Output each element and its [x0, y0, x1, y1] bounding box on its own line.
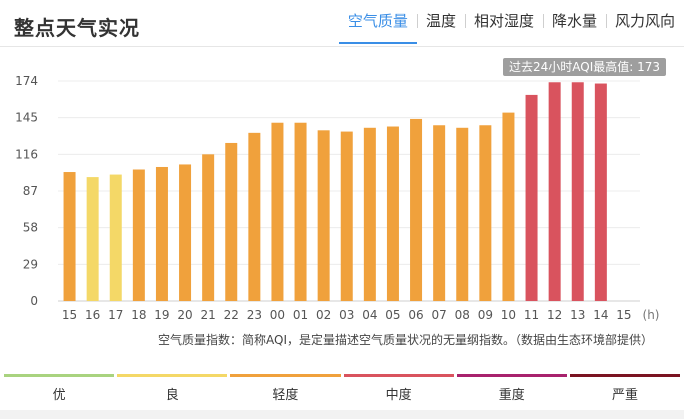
- page-title: 整点天气实况: [14, 16, 140, 40]
- legend-swatch: [456, 374, 567, 377]
- legend-label: 严重: [611, 388, 638, 403]
- x-tick-label: 02: [316, 308, 331, 322]
- x-tick-label: 19: [154, 308, 169, 322]
- aqi-bar: [132, 169, 145, 301]
- y-tick-label: 58: [23, 221, 38, 235]
- legend-label: 良: [165, 388, 179, 403]
- x-tick-label: 20: [177, 308, 192, 322]
- legend-item-light: 轻度: [230, 374, 341, 403]
- x-tick-label: 04: [362, 308, 377, 322]
- x-tick-label: 18: [131, 308, 146, 322]
- aqi-bar: [594, 83, 607, 301]
- x-tick-label: 14: [593, 308, 608, 322]
- header-divider: [0, 46, 684, 47]
- legend-label: 优: [52, 388, 66, 403]
- aqi-bar: [340, 131, 353, 301]
- legend-swatch: [4, 374, 115, 377]
- aqi-bar: [479, 125, 492, 302]
- legend-item-good: 良: [117, 374, 228, 403]
- y-tick-label: 0: [30, 294, 38, 308]
- x-tick-label: 00: [270, 308, 285, 322]
- aqi-footnote: 空气质量指数：简称AQI，是定量描述空气质量状况的无量纲指数。（数据由生态环境部…: [158, 333, 653, 347]
- aqi-bar: [248, 132, 261, 301]
- aqi-bar: [155, 166, 168, 301]
- x-tick-label: 07: [432, 308, 447, 322]
- aqi-bar: [456, 127, 469, 301]
- x-tick-label: 21: [201, 308, 216, 322]
- x-tick-label: 16: [85, 308, 100, 322]
- x-tick-label: 17: [108, 308, 123, 322]
- aqi-bar: [317, 130, 330, 301]
- x-tick-label: 10: [501, 308, 516, 322]
- legend-swatch: [117, 374, 228, 377]
- legend-label: 中度: [385, 388, 412, 403]
- aqi-bar: [433, 125, 446, 302]
- x-tick-label: 08: [455, 308, 470, 322]
- legend-swatch: [343, 374, 454, 377]
- bottom-strip: [0, 410, 684, 419]
- aqi-bar: [63, 172, 76, 301]
- x-tick-label: 03: [339, 308, 354, 322]
- x-tick-label: 23: [247, 308, 262, 322]
- aqi-bar: [410, 118, 423, 302]
- y-tick-label: 174: [15, 74, 38, 88]
- y-tick-label: 116: [15, 147, 38, 161]
- x-tick-label: 12: [547, 308, 562, 322]
- y-tick-label: 87: [23, 184, 38, 198]
- legend-swatch: [569, 374, 681, 377]
- legend-label: 轻度: [272, 388, 299, 403]
- aqi-bar: [86, 177, 99, 301]
- legend-item-severe: 严重: [569, 374, 681, 403]
- aqi-bar: [386, 126, 399, 301]
- aqi-bar: [179, 164, 192, 301]
- aqi-bar: [548, 82, 561, 301]
- aqi-bar: [271, 122, 284, 301]
- tab-wind[interactable]: 风力风向: [605, 10, 684, 44]
- y-tick-label: 145: [15, 111, 38, 125]
- legend-item-moderate: 中度: [343, 374, 454, 403]
- aqi-bar: [571, 82, 584, 301]
- x-tick-label: 15: [616, 308, 631, 322]
- x-tick-label: 06: [408, 308, 423, 322]
- aqi-bar: [225, 142, 238, 301]
- legend-label: 重度: [498, 388, 525, 403]
- aqi-bar: [525, 94, 538, 301]
- aqi-bar: [363, 127, 376, 301]
- tab-bar: 空气质量 温度 相对湿度 降水量 风力风向: [338, 10, 684, 44]
- x-tick-label: 05: [385, 308, 400, 322]
- x-axis-unit: (h): [643, 308, 660, 322]
- y-tick-label: 29: [23, 257, 38, 271]
- tab-air-quality[interactable]: 空气质量: [338, 10, 417, 44]
- aqi-bar-chart: 0 29 58 87 116 145 174 15 16 17 18 19 20 21 22 23 00 01 02…: [15, 74, 660, 322]
- aqi-bar: [294, 122, 307, 301]
- aqi-legend: 优 良 轻度 中度 重度 严重: [4, 374, 681, 403]
- aqi-bar: [109, 174, 122, 301]
- aqi-bar: [202, 154, 215, 301]
- tab-temperature[interactable]: 温度: [416, 10, 465, 44]
- x-tick-label: 15: [62, 308, 77, 322]
- max-aqi-badge: 过去24小时AQI最高值: 173: [502, 58, 666, 76]
- x-tick-label: 11: [524, 308, 539, 322]
- legend-swatch: [230, 374, 341, 377]
- x-tick-label: 13: [570, 308, 585, 322]
- legend-item-excellent: 优: [4, 374, 115, 403]
- x-tick-label: 22: [224, 308, 239, 322]
- x-tick-label: 01: [293, 308, 308, 322]
- legend-item-heavy: 重度: [456, 374, 567, 403]
- tab-precipitation[interactable]: 降水量: [542, 10, 606, 44]
- tab-humidity[interactable]: 相对湿度: [464, 10, 543, 44]
- x-tick-label: 09: [478, 308, 493, 322]
- aqi-bar: [502, 112, 515, 301]
